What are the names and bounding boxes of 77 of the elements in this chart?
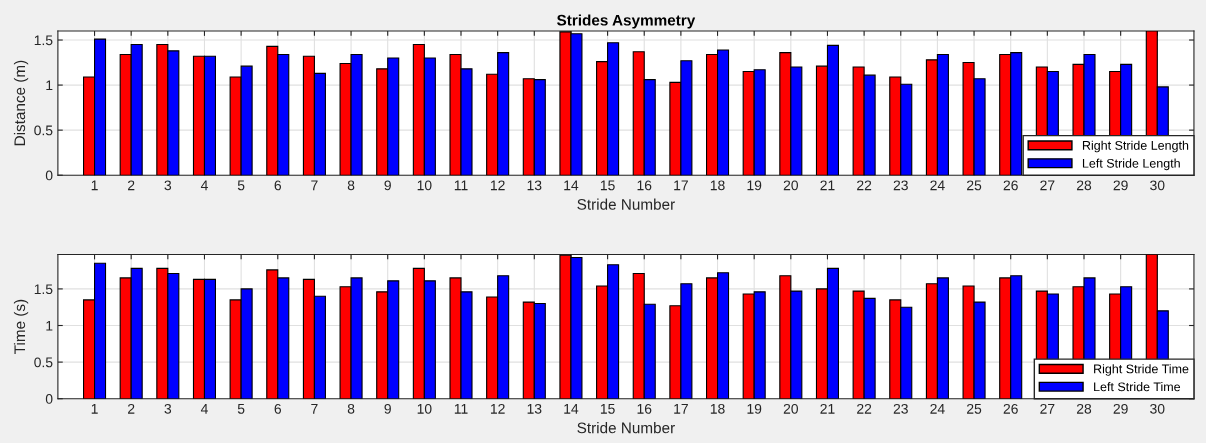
x-tick-label: 1: [91, 180, 98, 191]
x-tick-label: 28: [1076, 180, 1092, 191]
x-tick-label: 14: [564, 180, 579, 191]
x-tick-label: 11: [454, 180, 468, 191]
x-tick-label: 12: [490, 403, 505, 414]
x-tick-label: 6: [274, 180, 282, 191]
legend-label: Left Stride Length: [1082, 158, 1180, 171]
x-tick-label: 1: [91, 404, 98, 414]
y-tick-label: 0: [45, 170, 53, 181]
x-tick-label: 9: [384, 180, 391, 191]
x-tick-label: 3: [164, 180, 172, 191]
y-tick-label: 0.5: [34, 125, 53, 136]
x-tick-label: 25: [967, 180, 982, 191]
x-tick-label: 19: [747, 180, 762, 191]
x-tick-label: 4: [200, 404, 208, 414]
x-tick-label: 24: [930, 403, 945, 414]
x-tick-label: 27: [1040, 403, 1055, 414]
x-tick-label: 10: [417, 403, 432, 414]
x-tick-label: 27: [1040, 180, 1055, 191]
x-tick-label: 14: [564, 404, 579, 414]
chart-title: Strides Asymmetry: [557, 14, 696, 29]
x-tick-label: 18: [710, 403, 725, 414]
x-tick-label: 21: [820, 180, 835, 191]
x-tick-label: 8: [347, 403, 355, 414]
x-tick-label: 30: [1150, 403, 1165, 414]
x-tick-label: 29: [1113, 403, 1128, 414]
y-tick-label: 0: [45, 394, 53, 404]
x-tick-label: 16: [637, 180, 652, 191]
y-tick-label: 1.5: [34, 284, 53, 295]
x-tick-label: 12: [490, 180, 505, 191]
x-tick-label: 8: [347, 180, 355, 191]
x-tick-label: 17: [674, 404, 688, 414]
x-tick-label: 30: [1150, 180, 1165, 191]
x-tick-label: 7: [311, 180, 318, 191]
y-axis-title: Distance (m): [13, 60, 29, 146]
x-tick-label: 23: [893, 403, 908, 414]
x-tick-label: 18: [710, 180, 725, 191]
x-tick-label: 11: [454, 404, 468, 414]
x-tick-label: 22: [857, 180, 872, 191]
x-tick-label: 9: [384, 403, 391, 414]
legend-label: Left Stride Time: [1094, 382, 1181, 392]
y-tick-label: 1: [46, 320, 53, 331]
x-tick-label: 26: [1003, 403, 1018, 414]
x-tick-label: 10: [417, 180, 432, 191]
x-tick-label: 29: [1113, 180, 1128, 191]
x-tick-label: 22: [857, 403, 872, 414]
x-tick-label: 16: [637, 403, 652, 414]
x-tick-label: 23: [893, 180, 908, 191]
x-axis-title: Stride Number: [577, 198, 675, 210]
x-tick-label: 20: [783, 180, 799, 191]
y-axis-title: Time (s): [13, 299, 29, 354]
x-tick-label: 19: [747, 403, 762, 414]
x-tick-label: 3: [164, 403, 172, 414]
x-tick-label: 26: [1003, 180, 1018, 191]
x-tick-label: 7: [311, 404, 318, 414]
x-tick-label: 5: [237, 404, 245, 414]
x-tick-label: 15: [600, 404, 615, 414]
x-tick-label: 4: [200, 180, 208, 191]
x-tick-label: 2: [128, 403, 135, 414]
legend-label: Right Stride Length: [1082, 140, 1189, 153]
x-tick-label: 13: [527, 403, 542, 414]
x-tick-label: 2: [128, 180, 135, 191]
x-tick-label: 28: [1076, 403, 1092, 414]
y-tick-label: 1: [46, 80, 53, 91]
y-tick-label: 1.5: [34, 35, 53, 46]
x-tick-label: 20: [783, 403, 799, 414]
x-tick-label: 15: [600, 180, 615, 191]
x-tick-label: 25: [967, 403, 982, 414]
x-axis-title: Stride Number: [577, 422, 675, 434]
x-tick-label: 5: [237, 180, 245, 191]
legend-label: Right Stride Time: [1094, 364, 1189, 376]
x-tick-label: 17: [674, 180, 688, 191]
x-tick-label: 21: [820, 403, 835, 414]
x-tick-label: 24: [930, 180, 945, 191]
x-tick-label: 6: [274, 403, 282, 414]
y-tick-label: 0.5: [34, 357, 53, 368]
x-tick-label: 13: [527, 180, 542, 191]
